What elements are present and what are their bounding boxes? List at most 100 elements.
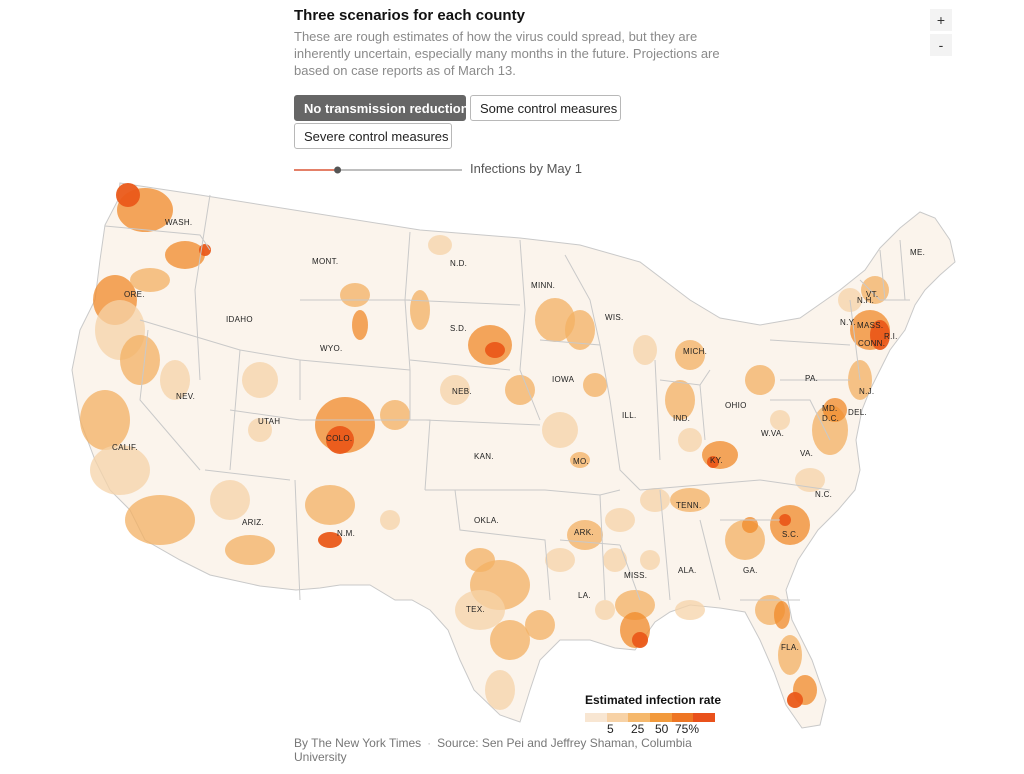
infection-area bbox=[242, 362, 278, 398]
infection-area bbox=[505, 375, 535, 405]
infection-area bbox=[248, 418, 272, 442]
infection-area bbox=[640, 488, 670, 512]
infection-area bbox=[525, 610, 555, 640]
infection-area bbox=[165, 241, 205, 269]
state-label: NEV. bbox=[176, 392, 195, 401]
state-label: IDAHO bbox=[226, 315, 253, 324]
scenario-some-control-button[interactable]: Some control measures bbox=[470, 95, 621, 121]
zoom-in-button[interactable]: + bbox=[930, 9, 952, 31]
state-label: DEL. bbox=[848, 408, 867, 417]
infection-area bbox=[640, 550, 660, 570]
state-label: W.VA. bbox=[761, 429, 784, 438]
state-border bbox=[699, 384, 706, 441]
infection-area bbox=[120, 335, 160, 385]
state-border bbox=[899, 239, 906, 301]
state-border bbox=[229, 409, 301, 421]
infection-area bbox=[340, 283, 370, 307]
infection-area bbox=[116, 183, 140, 207]
infection-area bbox=[535, 298, 575, 342]
scenario-severe-control-button[interactable]: Severe control measures bbox=[294, 123, 452, 149]
state-borders bbox=[104, 194, 910, 601]
legend-title: Estimated infection rate bbox=[585, 693, 722, 707]
infection-area bbox=[305, 485, 355, 525]
infection-area bbox=[455, 590, 505, 630]
state-label: UTAH bbox=[258, 417, 280, 426]
state-label: ARIZ. bbox=[242, 518, 264, 527]
state-labels: WASH. ORE. CALIF. NEV. IDAHO MONT. WYO. UTAH ARI… bbox=[112, 218, 925, 652]
infection-area bbox=[603, 548, 627, 572]
infection-area bbox=[352, 310, 368, 340]
infection-area bbox=[326, 426, 354, 454]
infection-area bbox=[678, 428, 702, 452]
slider-label: Infections by May 1 bbox=[470, 161, 582, 176]
time-slider-track[interactable] bbox=[294, 161, 469, 179]
state-label: ILL. bbox=[622, 411, 637, 420]
state-label: WIS. bbox=[605, 313, 624, 322]
legend-tick: 5 bbox=[607, 722, 614, 736]
infection-area bbox=[707, 456, 719, 468]
zoom-out-button[interactable]: - bbox=[930, 34, 952, 56]
state-label: MD. bbox=[822, 404, 838, 413]
us-outline bbox=[71, 182, 956, 729]
byline: By The New York Times bbox=[294, 736, 422, 750]
time-slider[interactable] bbox=[294, 161, 594, 179]
time-slider-handle[interactable] bbox=[334, 166, 342, 174]
state-label: GA. bbox=[743, 566, 758, 575]
state-border bbox=[759, 479, 831, 491]
state-label: MONT. bbox=[312, 257, 338, 266]
state-border bbox=[424, 419, 541, 426]
infection-area bbox=[595, 600, 615, 620]
state-label: S.D. bbox=[450, 324, 467, 333]
separator-dot: · bbox=[427, 736, 432, 750]
state-border bbox=[599, 494, 606, 601]
state-label: VA. bbox=[800, 449, 813, 458]
infection-area bbox=[861, 276, 889, 304]
state-border bbox=[404, 231, 411, 420]
legend-tick: 50 bbox=[655, 722, 669, 736]
state-border bbox=[409, 359, 511, 371]
state-label: TENN. bbox=[676, 501, 702, 510]
infection-area bbox=[160, 360, 190, 400]
state-label: N.Y. bbox=[840, 318, 856, 327]
state-border bbox=[699, 519, 721, 601]
infection-area bbox=[210, 480, 250, 520]
infection-area bbox=[90, 445, 150, 495]
map-land bbox=[71, 182, 956, 729]
state-label: ARK. bbox=[574, 528, 594, 537]
legend-tick: 75% bbox=[675, 722, 700, 736]
infection-area bbox=[465, 548, 495, 572]
state-border bbox=[609, 399, 641, 491]
infection-area bbox=[675, 600, 705, 620]
source-note: Source: Sen Pei and Jeffrey Shaman, Colu… bbox=[294, 736, 692, 764]
infection-area bbox=[440, 375, 470, 405]
infection-area bbox=[410, 290, 430, 330]
state-label: WYO. bbox=[320, 344, 343, 353]
state-border bbox=[454, 489, 551, 601]
state-border bbox=[619, 544, 641, 601]
state-label: ORE. bbox=[124, 290, 145, 299]
state-label: OHIO bbox=[725, 401, 747, 410]
graphic-title: Three scenarios for each county bbox=[294, 7, 525, 24]
state-label: MICH. bbox=[683, 347, 707, 356]
infection-area bbox=[542, 412, 578, 448]
infection-area bbox=[565, 310, 595, 350]
graphic-description: These are rough estimates of how the vir… bbox=[294, 29, 720, 78]
state-label: IOWA bbox=[552, 375, 575, 384]
state-label: N.M. bbox=[337, 529, 355, 538]
infection-area bbox=[665, 380, 695, 420]
infection-area bbox=[770, 410, 790, 430]
state-label: PA. bbox=[805, 374, 818, 383]
state-border bbox=[769, 339, 851, 346]
infection-area bbox=[428, 235, 452, 255]
infection-area bbox=[125, 495, 195, 545]
state-label: MASS. bbox=[857, 321, 883, 330]
scenario-no-reduction-button[interactable]: No transmission reduction bbox=[294, 95, 469, 121]
legend-color-scale bbox=[585, 713, 716, 722]
legend-swatch bbox=[650, 713, 672, 722]
infection-area bbox=[615, 590, 655, 620]
state-label: MISS. bbox=[624, 571, 647, 580]
state-label: N.H. bbox=[857, 296, 874, 305]
infection-area bbox=[570, 452, 590, 468]
state-border bbox=[654, 359, 661, 461]
